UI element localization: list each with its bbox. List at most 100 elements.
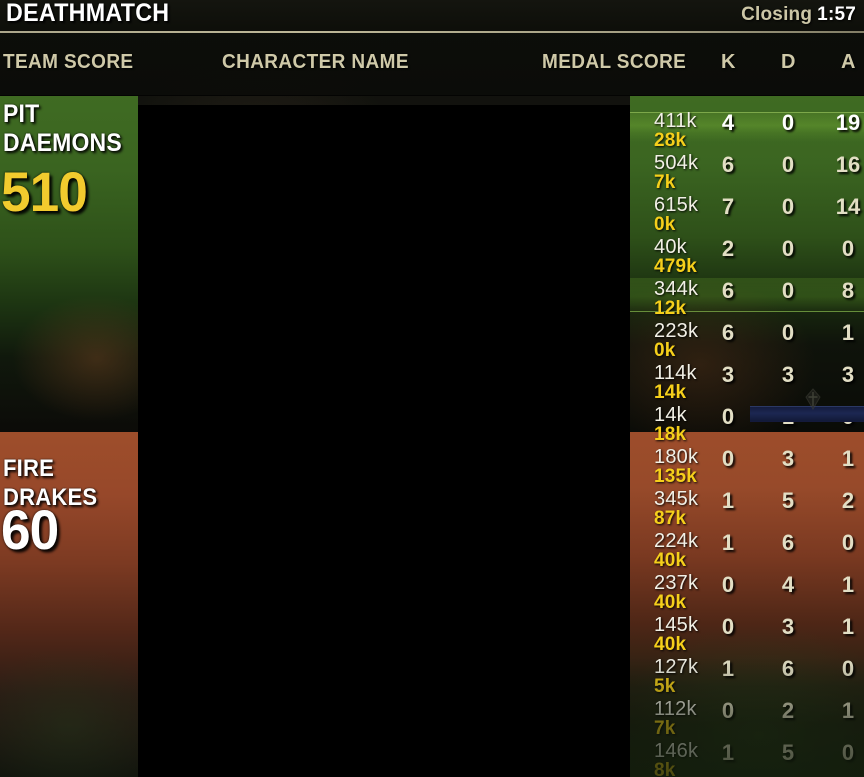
assists-value: 1 <box>841 614 855 639</box>
deaths-value: 3 <box>781 362 795 387</box>
medal-score-value: 504k <box>654 152 699 174</box>
team-panel-background-red <box>0 432 138 777</box>
medal-score-value: 411k <box>654 110 697 132</box>
medal-score-secondary: 0k <box>654 214 676 235</box>
deaths-value: 5 <box>781 488 795 513</box>
kills-value: 4 <box>721 110 735 135</box>
medal-score-secondary: 12k <box>654 298 687 319</box>
team-panel-pit-daemons: PIT DAEMONS 510 <box>0 96 138 432</box>
medal-score-value: 114k <box>654 362 697 384</box>
diamond-cursor-icon <box>800 388 826 410</box>
kills-value: 1 <box>721 488 735 513</box>
medal-score-value: 345k <box>654 488 699 510</box>
kills-value: 0 <box>721 446 735 471</box>
kills-value: 6 <box>721 278 735 303</box>
character-name-panel-redacted <box>138 105 630 777</box>
column-header-bar: TEAM SCORE CHARACTER NAME MEDAL SCORE K … <box>0 33 864 96</box>
deaths-value: 3 <box>781 446 795 471</box>
column-header-deaths[interactable]: D <box>781 51 796 73</box>
medal-score-value: 237k <box>654 572 699 594</box>
medal-score-secondary: 28k <box>654 130 687 151</box>
team-panel-fire-drakes: FIRE DRAKES 60 <box>0 432 138 777</box>
kills-value: 6 <box>721 320 735 345</box>
team-name-fire-drakes: FIRE DRAKES <box>3 455 98 511</box>
row-highlight <box>630 112 864 142</box>
player-row[interactable]: 237k 40k 0 4 1 <box>630 572 864 614</box>
assists-value: 8 <box>841 278 855 303</box>
match-timer: Closing 1:57 <box>741 4 856 26</box>
stats-background-green <box>630 96 864 432</box>
medal-score-secondary: 18k <box>654 424 687 445</box>
kills-value: 0 <box>721 614 735 639</box>
timer-value: 1:57 <box>817 4 856 25</box>
medal-score-secondary: 8k <box>654 760 676 777</box>
medal-score-secondary: 40k <box>654 634 687 655</box>
assists-value: 2 <box>841 488 855 513</box>
row-selection-bar[interactable] <box>750 406 864 422</box>
column-header-kills[interactable]: K <box>721 51 736 73</box>
deaths-value: 5 <box>781 740 795 765</box>
medal-score-value: 223k <box>654 320 699 342</box>
player-row[interactable]: 224k 40k 1 6 0 <box>630 530 864 572</box>
player-row[interactable]: 615k 0k 7 0 14 <box>630 194 864 236</box>
player-row[interactable]: 145k 40k 0 3 1 <box>630 614 864 656</box>
player-row[interactable]: 127k 5k 1 6 0 <box>630 656 864 698</box>
assists-value: 1 <box>841 572 855 597</box>
player-row[interactable]: 180k 135k 0 3 1 <box>630 446 864 488</box>
column-header-team-score[interactable]: TEAM SCORE <box>3 51 134 73</box>
medal-score-value: 180k <box>654 446 699 468</box>
kills-value: 2 <box>721 236 735 261</box>
kills-value: 1 <box>721 656 735 681</box>
column-header-character-name[interactable]: CHARACTER NAME <box>222 51 409 73</box>
assists-value: 19 <box>835 110 861 135</box>
player-row[interactable]: 146k 8k 1 5 0 <box>630 740 864 777</box>
medal-score-value: 40k <box>654 236 687 258</box>
assists-value: 1 <box>841 446 855 471</box>
deaths-value: 0 <box>781 320 795 345</box>
kills-value: 0 <box>721 404 735 429</box>
player-row[interactable]: 504k 7k 6 0 16 <box>630 152 864 194</box>
player-row[interactable]: 112k 7k 0 2 1 <box>630 698 864 740</box>
deaths-value: 0 <box>781 152 795 177</box>
kills-value: 7 <box>721 194 735 219</box>
player-row[interactable]: 345k 87k 1 5 2 <box>630 488 864 530</box>
deaths-value: 0 <box>781 278 795 303</box>
deaths-value: 2 <box>781 698 795 723</box>
player-stats-column: 411k 28k 4 0 19 504k 7k 6 0 16 615k 0k 7 0 14 40k 479k 2 0… <box>630 96 864 777</box>
column-header-assists[interactable]: A <box>841 51 856 73</box>
player-row[interactable]: 40k 479k 2 0 0 <box>630 236 864 278</box>
team-score-pit-daemons: 510 <box>1 160 88 223</box>
player-row[interactable]: 223k 0k 6 0 1 <box>630 320 864 362</box>
assists-value: 14 <box>835 194 861 219</box>
kills-value: 6 <box>721 152 735 177</box>
assists-value: 0 <box>841 740 855 765</box>
assists-value: 16 <box>835 152 861 177</box>
team-score-fire-drakes: 60 <box>1 498 59 561</box>
medal-score-secondary: 135k <box>654 466 698 487</box>
medal-score-value: 344k <box>654 278 699 300</box>
deaths-value: 6 <box>781 656 795 681</box>
assists-value: 1 <box>841 320 855 345</box>
kills-value: 3 <box>721 362 735 387</box>
medal-score-value: 145k <box>654 614 699 636</box>
timer-label: Closing <box>741 4 813 25</box>
deaths-value: 6 <box>781 530 795 555</box>
medal-score-secondary: 40k <box>654 550 687 571</box>
deaths-value: 4 <box>781 572 795 597</box>
kills-value: 0 <box>721 698 735 723</box>
assists-value: 0 <box>841 530 855 555</box>
player-row[interactable]: 411k 28k 4 0 19 <box>630 110 864 152</box>
player-row[interactable]: 114k 14k 3 3 3 <box>630 362 864 404</box>
medal-score-secondary: 5k <box>654 676 676 697</box>
medal-score-value: 14k <box>654 404 687 426</box>
medal-score-value: 224k <box>654 530 699 552</box>
medal-score-secondary: 14k <box>654 382 687 403</box>
deaths-value: 3 <box>781 614 795 639</box>
assists-value: 3 <box>841 362 855 387</box>
kills-value: 0 <box>721 572 735 597</box>
column-header-medal-score[interactable]: MEDAL SCORE <box>542 51 687 73</box>
deaths-value: 0 <box>781 110 795 135</box>
medal-score-value: 615k <box>654 194 699 216</box>
player-row[interactable]: 344k 12k 6 0 8 <box>630 278 864 320</box>
